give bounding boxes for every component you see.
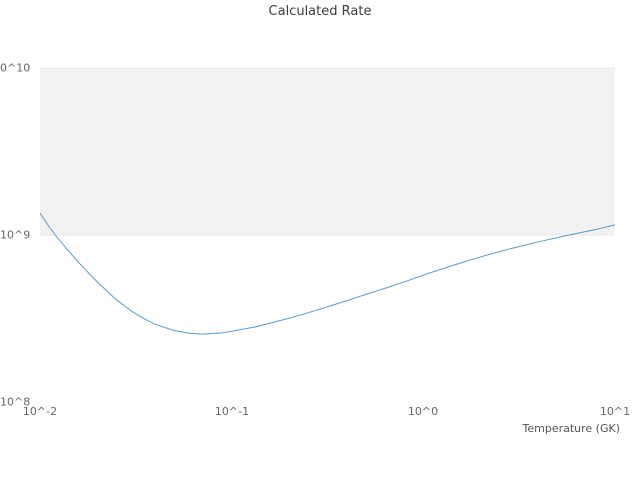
chart-title: Calculated Rate [268, 4, 372, 19]
x-tick-label-1e-1: 10^-1 [214, 405, 250, 418]
shaded-band [40, 68, 615, 235]
y-tick-label-1e10: 10^10 [0, 61, 31, 75]
rate-line [39, 212, 616, 335]
x-tick-label-1e-2: 10^-2 [22, 405, 58, 418]
y-tick-label-1e9: 10^9 [0, 228, 31, 242]
x-tick-label-1e1: 10^1 [599, 405, 631, 418]
y-tick-label-1e8: 10^8 [0, 395, 31, 409]
x-axis-title: Temperature (GK) [522, 422, 621, 435]
x-tick-label-1e0: 10^0 [407, 405, 439, 418]
